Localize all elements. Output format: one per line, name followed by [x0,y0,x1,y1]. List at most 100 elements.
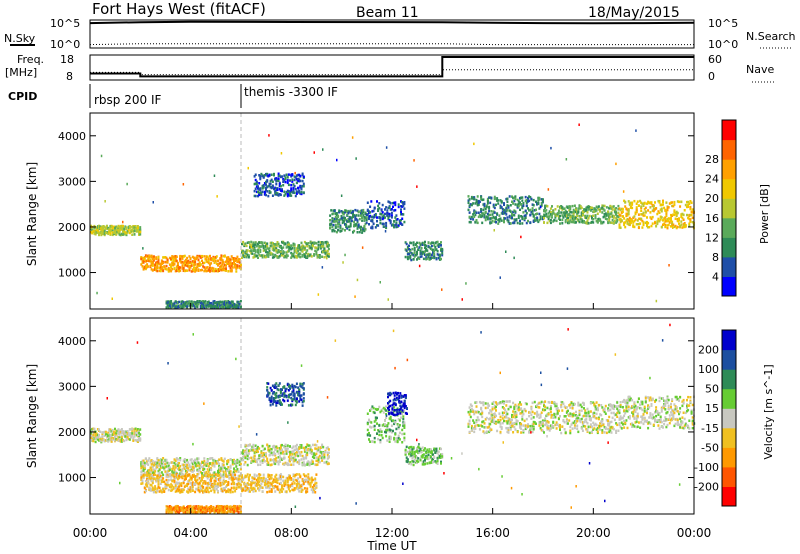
heatmap-cell [218,468,221,471]
heatmap-cell [210,267,213,270]
heatmap-cell [580,206,583,210]
heatmap-cell [134,438,137,442]
heatmap-cell [167,304,170,308]
heatmap-cell [608,215,611,218]
heatmap-cell [126,430,129,433]
heatmap-cell [548,429,551,432]
heatmap-cell [580,218,583,221]
heatmap-cell [382,222,385,226]
heatmap-cell [142,461,145,465]
heatmap-cell [204,462,207,466]
heatmap-cell [417,451,420,455]
heatmap-cell [369,425,372,429]
heatmap-cell [258,246,261,249]
heatmap-cell [295,453,298,456]
heatmap-cell [652,207,655,210]
heatmap-cell [104,231,107,235]
heatmap-cell [190,470,193,473]
heatmap-cell [141,465,144,468]
heatmap-cell [404,448,407,452]
heatmap-cell [119,431,122,434]
heatmap-cell [265,188,267,192]
heatmap-cell [362,227,365,231]
heatmap-cell [228,306,231,309]
heatmap-cell [313,456,316,460]
heatmap-cell [346,210,349,213]
heatmap-cell [314,241,317,245]
heatmap-cell [388,437,391,440]
heatmap-cell [622,190,625,193]
heatmap-cell [286,176,289,179]
heatmap-cell [409,250,412,253]
heatmap-cell [519,424,521,427]
heatmap-cell [204,303,207,306]
heatmap-cell [147,473,150,476]
heatmap-cell [564,219,567,222]
heatmap-cell [588,207,591,211]
heatmap-cell [543,431,545,434]
heatmap-cell [285,462,288,465]
heatmap-cell [285,256,288,259]
heatmap-cell [247,254,250,257]
heatmap-cell [165,268,168,271]
heatmap-cell [297,454,300,458]
heatmap-cell [490,414,493,417]
heatmap-cell [476,200,479,203]
heatmap-cell [398,219,401,222]
heatmap-cell [188,300,191,303]
heatmap-cell [104,439,107,442]
heatmap-cell [489,196,492,199]
heatmap-cell [119,233,122,237]
heatmap-cell [219,257,222,260]
heatmap-cell [175,265,178,268]
heatmap-cell [584,221,587,224]
heatmap-cell [282,250,285,253]
heatmap-cell [189,257,192,261]
heatmap-cell [654,201,656,204]
heatmap-cell [303,448,306,452]
heatmap-cell [506,218,509,222]
heatmap-cell [254,187,257,190]
heatmap-cell [587,217,590,220]
heatmap-cell [403,436,406,440]
heatmap-cell [254,173,257,176]
heatmap-cell [655,225,658,228]
heatmap-cell [141,261,144,264]
heatmap-cell [544,204,547,208]
heatmap-cell [543,408,545,412]
heatmap-cell [370,200,373,203]
heatmap-cell [478,428,481,431]
heatmap-cell [286,245,289,248]
heatmap-cell [171,255,174,258]
heatmap-cell [581,221,584,224]
heatmap-cell [140,466,143,470]
heatmap-cell [506,204,509,207]
heatmap-cell [242,249,245,253]
heatmap-cell [182,183,185,186]
heatmap-cell [474,221,477,224]
heatmap-cell [511,415,513,419]
heatmap-cell [376,219,378,223]
heatmap-cell [299,184,302,188]
heatmap-cell [125,233,128,237]
heatmap-cell [295,247,298,250]
heatmap-cell [388,205,391,208]
heatmap-cell [474,213,477,217]
heatmap-cell [268,450,271,453]
heatmap-cell [538,422,541,425]
heatmap-cell [495,405,497,409]
heatmap-cell [493,195,496,199]
heatmap-cell [112,433,115,436]
heatmap-cell [302,191,305,194]
heatmap-cell [663,222,666,226]
heatmap-cell [110,430,113,433]
heatmap-cell [202,304,205,307]
heatmap-cell [299,246,302,250]
heatmap-cell [404,452,407,456]
heatmap-cell [433,244,436,247]
heatmap-cell [171,256,174,260]
heatmap-cell [124,232,127,236]
heatmap-cell [207,470,210,473]
heatmap-cell [107,231,110,234]
heatmap-cell [523,217,526,220]
